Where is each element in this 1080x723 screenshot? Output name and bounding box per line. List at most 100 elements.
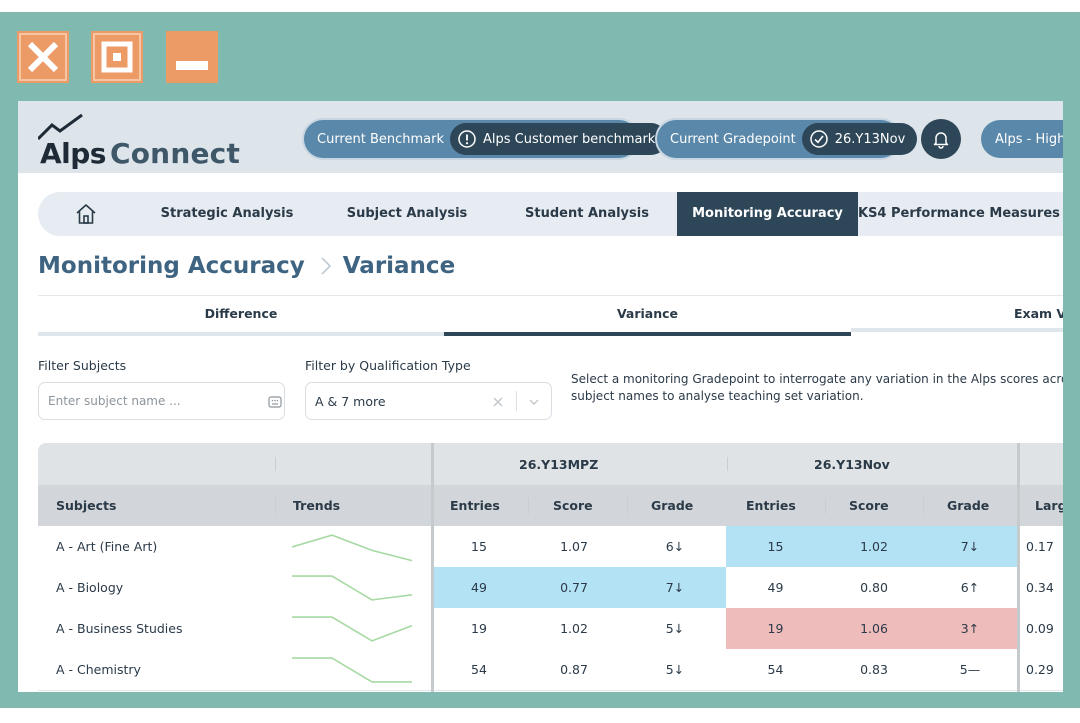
col-header-entries[interactable]: Entries: [450, 498, 500, 513]
g1-entries-cell: 49: [434, 567, 524, 608]
col-header-grade[interactable]: Grade: [651, 498, 694, 513]
nav-subject-analysis[interactable]: Subject Analysis: [346, 206, 468, 221]
g2-score-cell: 1.06: [825, 608, 923, 649]
subject-name[interactable]: A - Business Studies: [56, 621, 183, 636]
gradepoint-label: Current Gradepoint: [670, 131, 796, 147]
g1-entries-cell: 19: [471, 621, 487, 636]
sub-tabs: Difference Variance Exam Vs Mock: [38, 295, 1063, 336]
close-icon: [19, 33, 67, 81]
variance-table: 26.Y13MPZ 26.Y13Nov Subjects Trends Entr…: [38, 443, 1063, 692]
g1-grade-cell: 5↓: [665, 662, 685, 677]
largest-variance-cell: 0.17: [1026, 539, 1054, 554]
trend-line: [292, 534, 413, 562]
subject-name[interactable]: A - Chemistry: [56, 662, 141, 677]
table-column-header-row: Subjects Trends Entries Score Grade Entr…: [38, 485, 1063, 526]
instructions-line-1: Select a monitoring Gradepoint to interr…: [571, 372, 1063, 386]
subject-name[interactable]: A - Biology: [56, 580, 124, 595]
current-gradepoint-pill[interactable]: Current Gradepoint 26.Y13Nov: [657, 120, 918, 158]
header-separator: [727, 457, 728, 471]
benchmark-value: Alps Customer benchmark: [483, 131, 656, 147]
g2-grade-cell: 3↑: [923, 608, 1017, 649]
chevron-down-icon[interactable]: [528, 396, 540, 408]
g2-grade-cell: 5—: [959, 662, 981, 677]
subject-search-input[interactable]: [46, 393, 250, 409]
qualification-selected-value: A & 7 more: [315, 394, 386, 409]
tab-variance[interactable]: Variance: [444, 296, 851, 336]
table-row[interactable]: A - Business Studies 19 1.02 5↓ 19 1.06 3↑ 0.09: [38, 608, 1063, 650]
keyboard-icon: [268, 396, 282, 408]
qualification-type-select[interactable]: A & 7 more: [305, 382, 552, 420]
info-alert-icon: [458, 130, 476, 148]
clear-icon[interactable]: [492, 396, 504, 408]
trend-line: [292, 657, 412, 683]
nav-ks4-performance-measures[interactable]: KS4 Performance Measures: [858, 206, 1060, 221]
instructions-line-2: subject names to analyse teaching set va…: [571, 389, 864, 403]
g1-grade-cell: 5↓: [665, 621, 685, 636]
app-window: Alps Connect Current Benchmark Alps Cust…: [18, 101, 1063, 692]
breadcrumb: Monitoring Accuracy Variance: [38, 251, 455, 281]
user-menu-pill[interactable]: Alps - High: [981, 120, 1063, 158]
col-header-grade[interactable]: Grade: [947, 498, 990, 513]
trend-sparkline: [292, 657, 412, 683]
bell-icon: [933, 132, 949, 149]
filter-subjects-label: Filter Subjects: [38, 358, 127, 373]
logo-text-alps: Alps: [40, 137, 106, 170]
g2-grade-cell: 7↓: [923, 526, 1017, 567]
filter-qualification-label: Filter by Qualification Type: [305, 358, 471, 373]
col-header-trends: Trends: [293, 498, 341, 513]
g1-entries-cell: 54: [471, 662, 487, 677]
close-button[interactable]: [17, 31, 69, 83]
table-group-header-row: 26.Y13MPZ 26.Y13Nov: [38, 443, 1063, 485]
header-separator: [825, 498, 826, 514]
logo-chart-icon: [38, 113, 83, 141]
col-header-entries[interactable]: Entries: [746, 498, 796, 513]
g2-grade-cell: 6↑: [960, 580, 980, 595]
header-separator: [275, 498, 276, 514]
g2-score-cell: 0.80: [860, 580, 888, 595]
tab-exam-vs-mock[interactable]: Exam Vs Mock: [851, 296, 1063, 332]
page-title: Variance: [342, 253, 456, 279]
home-icon[interactable]: [74, 202, 98, 226]
alps-connect-logo: Alps Connect: [38, 113, 240, 170]
table-row[interactable]: A - Chemistry 54 0.87 5↓ 54 0.83 5— 0.29: [38, 649, 1063, 691]
minimize-button[interactable]: [166, 31, 218, 83]
col-header-subjects[interactable]: Subjects: [56, 498, 117, 513]
column-divider: [431, 443, 434, 692]
col-header-score[interactable]: Score: [849, 498, 889, 513]
trend-line: [292, 575, 413, 601]
maximize-button[interactable]: [91, 31, 143, 83]
tab-difference[interactable]: Difference: [38, 296, 444, 336]
trend-line: [292, 616, 413, 642]
trend-sparkline: [292, 534, 413, 562]
g2-entries-cell: 54: [767, 662, 784, 677]
g2-entries-cell: 49: [767, 580, 784, 595]
subject-name[interactable]: A - Art (Fine Art): [56, 539, 158, 554]
benchmark-value-chip[interactable]: Alps Customer benchmark: [450, 123, 668, 155]
largest-variance-cell: 0.29: [1026, 662, 1054, 677]
check-circle-icon: [810, 130, 828, 148]
breadcrumb-parent[interactable]: Monitoring Accuracy: [38, 253, 305, 279]
table-row[interactable]: A - Art (Fine Art) 15 1.07 6↓ 15 1.02 7↓ 0.17: [38, 526, 1063, 568]
nav-strategic-analysis[interactable]: Strategic Analysis: [160, 206, 294, 221]
g1-grade-cell: 6↓: [665, 539, 685, 554]
current-benchmark-pill[interactable]: Current Benchmark Alps Customer benchmar…: [304, 120, 668, 158]
gradepoint-value: 26.Y13Nov: [834, 131, 906, 147]
subject-search-field[interactable]: [38, 382, 285, 420]
largest-variance-cell: 0.34: [1026, 580, 1054, 595]
g1-grade-cell: 7↓: [624, 567, 726, 608]
nav-monitoring-accuracy[interactable]: Monitoring Accuracy: [677, 192, 858, 236]
g1-score-cell: 1.02: [560, 621, 588, 636]
col-header-score[interactable]: Score: [553, 498, 593, 513]
header-separator: [923, 498, 924, 514]
gradepoint-value-chip[interactable]: 26.Y13Nov: [801, 123, 918, 155]
g2-entries-cell: 19: [726, 608, 825, 649]
g1-score-cell: 1.07: [560, 539, 588, 554]
g2-score-cell: 0.83: [860, 662, 888, 677]
notifications-button[interactable]: [921, 119, 961, 159]
g2-score-cell: 1.02: [825, 526, 923, 567]
col-header-largest[interactable]: Larg: [1035, 498, 1063, 513]
g1-entries-cell: 15: [471, 539, 487, 554]
table-row[interactable]: A - Biology 49 0.77 7↓ 49 0.80 6↑ 0.34: [38, 567, 1063, 609]
nav-student-analysis[interactable]: Student Analysis: [525, 206, 649, 221]
user-label: Alps - High: [995, 131, 1063, 147]
